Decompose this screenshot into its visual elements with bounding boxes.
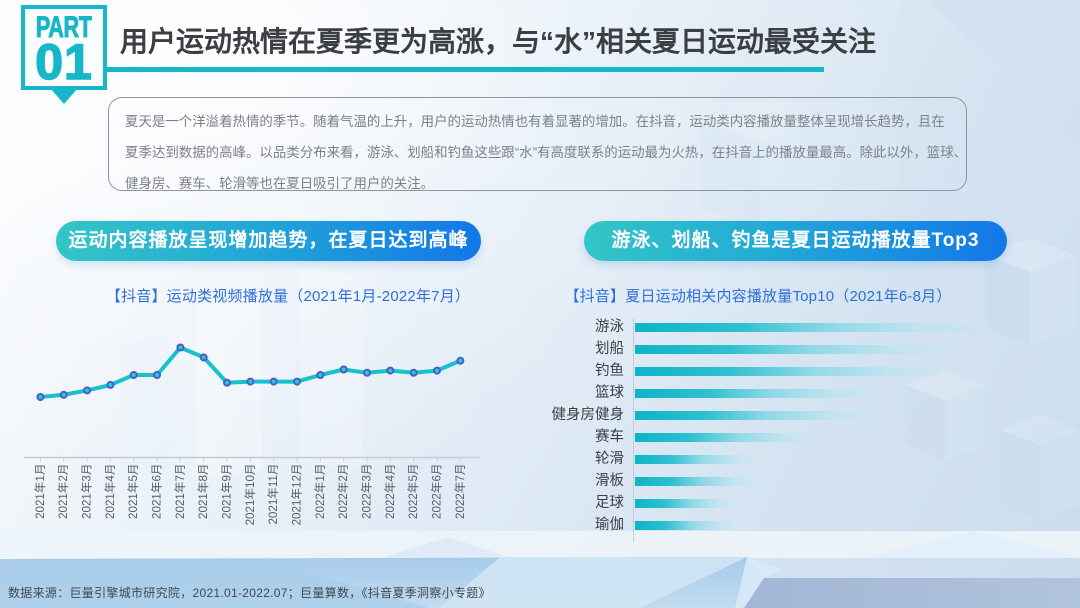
part-number: 01 [34, 34, 93, 90]
bar-chart: 游泳划船钓鱼篮球健身房健身赛车轮滑滑板足球瑜伽 [540, 316, 1080, 548]
line-marker [106, 380, 115, 389]
bar-label: 钓鱼 [595, 362, 624, 379]
title-underline [107, 67, 824, 72]
x-axis-label: 2022年7月 [453, 464, 467, 519]
bar [635, 521, 739, 531]
x-axis-label: 2022年5月 [406, 464, 420, 519]
intro-text-line: 夏天是一个洋溢着热情的季节。随着气温的上升，用户的运动热情也有着显著的增加。在抖… [125, 114, 945, 129]
x-axis-label: 2022年3月 [360, 464, 374, 519]
x-axis-label: 2022年4月 [383, 464, 397, 519]
line-marker [83, 386, 92, 395]
bar-label: 游泳 [595, 318, 624, 335]
bar-label: 轮滑 [595, 450, 624, 467]
x-axis-label: 2022年1月 [313, 464, 327, 519]
line-marker [129, 371, 138, 379]
bar [635, 432, 821, 442]
line-marker [36, 393, 45, 401]
bg-cubes [700, 98, 1080, 520]
line-marker [386, 366, 395, 375]
line-marker [246, 377, 255, 386]
x-axis-label: 2022年2月 [336, 464, 350, 519]
line-marker [269, 377, 278, 386]
x-axis-label: 2022年6月 [430, 464, 444, 519]
line-marker [293, 377, 302, 386]
page-title: 用户运动热情在夏季更为高涨，与“水”相关夏日运动最受关注 [120, 26, 877, 57]
bar-label: 足球 [595, 494, 624, 511]
intro-text-line: 健身房、赛车、轮滑等也在夏日吸引了用户的关注。 [125, 176, 435, 191]
line-marker [409, 368, 418, 377]
x-axis-label: 2021年7月 [173, 464, 187, 519]
x-axis-label: 2021年6月 [150, 464, 164, 519]
bar-label: 篮球 [595, 384, 624, 401]
line-marker [456, 356, 465, 365]
source-note: 数据来源：巨量引擎城市研究院，2021.01-2022.07；巨量算数，《抖音夏… [8, 586, 491, 600]
bar-chart-title: 【抖音】夏日运动相关内容播放量Top10（2021年6-8月） [564, 288, 952, 305]
x-axis-label: 2021年2月 [56, 464, 70, 519]
intro-box: 夏天是一个洋溢着热情的季节。随着气温的上升，用户的运动热情也有着显著的增加。在抖… [108, 97, 967, 191]
bar-label: 赛车 [595, 428, 624, 445]
bar-label: 滑板 [595, 472, 624, 489]
line-marker [199, 353, 208, 362]
x-axis-label: 2021年5月 [126, 464, 140, 519]
x-axis-label: 2021年1月 [33, 464, 47, 519]
line-marker [59, 390, 68, 399]
part-label: PART [36, 11, 93, 44]
line-series [38, 345, 463, 399]
part-badge: PART 01 [21, 5, 107, 90]
line-marker [176, 343, 185, 352]
bg-bottom-bands [0, 531, 1080, 608]
bar-label: 瑜伽 [595, 517, 624, 534]
line-marker [316, 371, 325, 379]
bar [635, 454, 757, 464]
x-axis-label: 2021年9月 [220, 464, 234, 519]
bar [635, 476, 760, 486]
bg-corner-shape [930, 0, 1080, 150]
x-axis-label: 2021年11月 [266, 464, 280, 525]
bar [635, 344, 956, 354]
line-marker [223, 378, 232, 387]
part-badge-pointer [51, 89, 77, 104]
line-chart-title: 【抖音】运动类视频播放量（2021年1月-2022年7月） [105, 288, 471, 305]
right-headline-pill: 游泳、划船、钓鱼是夏日运动播放量Top3 [584, 221, 1007, 261]
intro-text-line: 夏季达到数据的高峰。以品类分布来看，游泳、划船和钓鱼这些跟“水”有高度联系的运动… [125, 145, 968, 160]
line-marker [339, 365, 348, 374]
bar [635, 498, 739, 508]
bar [635, 388, 885, 398]
x-axis-label: 2021年12月 [290, 464, 304, 526]
x-axis-label: 2021年3月 [80, 464, 94, 519]
line-chart: 2021年1月 2021年2月 2021年3月 2021年4月 2021年5月 2021年… [24, 343, 480, 526]
bar-label: 划船 [595, 340, 624, 357]
line-marker [363, 368, 372, 377]
left-headline-pill: 运动内容播放呈现增加趋势，在夏日达到高峰 [56, 221, 481, 261]
x-axis-label: 2021年4月 [103, 464, 117, 519]
bar [635, 366, 952, 376]
bar [635, 322, 991, 332]
bar-label: 健身房健身 [551, 406, 625, 423]
line-marker [433, 366, 442, 375]
line-marker [153, 371, 162, 379]
bar [635, 410, 878, 420]
x-axis-label: 2021年10月 [243, 464, 257, 526]
x-axis-label: 2021年8月 [196, 464, 210, 519]
bar-chart-axis [633, 318, 634, 542]
